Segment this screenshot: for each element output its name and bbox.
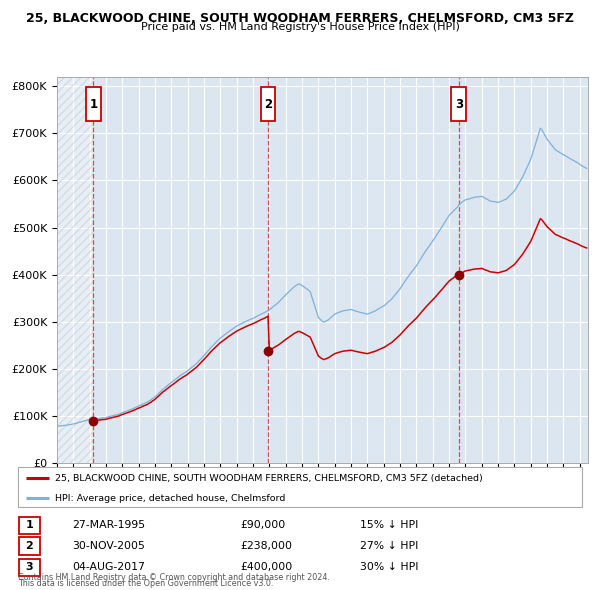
- Text: 2: 2: [26, 541, 33, 551]
- FancyBboxPatch shape: [18, 467, 582, 507]
- Text: Contains HM Land Registry data © Crown copyright and database right 2024.: Contains HM Land Registry data © Crown c…: [18, 573, 330, 582]
- Text: £238,000: £238,000: [240, 541, 292, 551]
- Text: 30% ↓ HPI: 30% ↓ HPI: [360, 562, 419, 572]
- Text: 27% ↓ HPI: 27% ↓ HPI: [360, 541, 418, 551]
- Text: 04-AUG-2017: 04-AUG-2017: [72, 562, 145, 572]
- FancyBboxPatch shape: [19, 559, 40, 576]
- Bar: [57, 77, 94, 463]
- Text: 3: 3: [455, 97, 463, 111]
- Text: 1: 1: [89, 97, 97, 111]
- Text: £90,000: £90,000: [240, 520, 285, 530]
- Text: 25, BLACKWOOD CHINE, SOUTH WOODHAM FERRERS, CHELMSFORD, CM3 5FZ (detached): 25, BLACKWOOD CHINE, SOUTH WOODHAM FERRE…: [55, 474, 482, 483]
- FancyBboxPatch shape: [19, 517, 40, 534]
- Text: This data is licensed under the Open Government Licence v3.0.: This data is licensed under the Open Gov…: [18, 579, 274, 588]
- FancyBboxPatch shape: [86, 87, 101, 121]
- Text: Price paid vs. HM Land Registry's House Price Index (HPI): Price paid vs. HM Land Registry's House …: [140, 22, 460, 32]
- Text: HPI: Average price, detached house, Chelmsford: HPI: Average price, detached house, Chel…: [55, 494, 285, 503]
- Text: 3: 3: [26, 562, 33, 572]
- Text: 2: 2: [264, 97, 272, 111]
- Text: 1: 1: [26, 520, 33, 530]
- Text: £400,000: £400,000: [240, 562, 292, 572]
- Text: 30-NOV-2005: 30-NOV-2005: [72, 541, 145, 551]
- FancyBboxPatch shape: [261, 87, 275, 121]
- FancyBboxPatch shape: [451, 87, 466, 121]
- Text: 25, BLACKWOOD CHINE, SOUTH WOODHAM FERRERS, CHELMSFORD, CM3 5FZ: 25, BLACKWOOD CHINE, SOUTH WOODHAM FERRE…: [26, 12, 574, 25]
- Text: 15% ↓ HPI: 15% ↓ HPI: [360, 520, 418, 530]
- Text: 27-MAR-1995: 27-MAR-1995: [72, 520, 145, 530]
- FancyBboxPatch shape: [19, 537, 40, 555]
